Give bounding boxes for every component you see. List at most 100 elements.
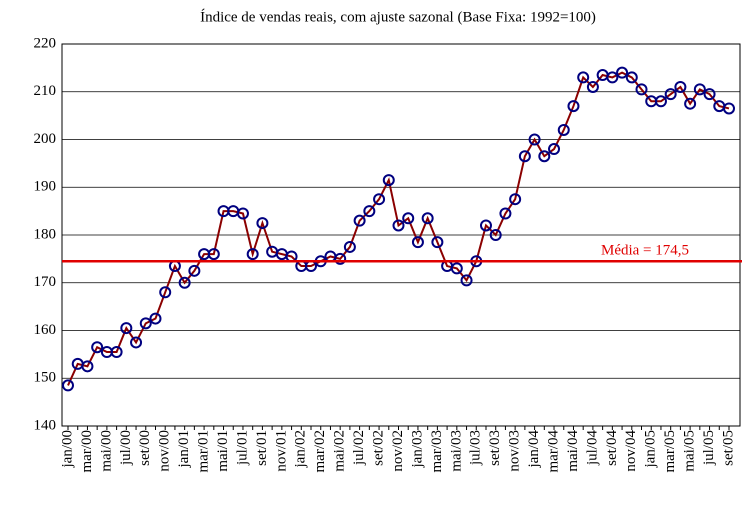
y-tick-label: 160 xyxy=(34,322,57,338)
x-tick-label: jan/00 xyxy=(59,430,75,469)
x-tick-label: jul/02 xyxy=(351,430,367,466)
data-point xyxy=(635,83,648,96)
data-point xyxy=(149,312,162,325)
data-point xyxy=(577,71,590,84)
data-point xyxy=(334,252,347,265)
data-point xyxy=(693,83,706,96)
data-point xyxy=(557,123,570,136)
data-point xyxy=(91,341,104,354)
x-tick-label: nov/02 xyxy=(390,430,406,472)
data-point xyxy=(586,80,599,93)
data-point xyxy=(538,150,551,163)
x-tick-label: jan/05 xyxy=(643,430,659,469)
data-point xyxy=(256,217,269,230)
chart-title: Índice de vendas reais, com ajuste sazon… xyxy=(200,8,596,25)
x-tick-label: jul/04 xyxy=(584,430,600,467)
x-tick-label: nov/01 xyxy=(273,430,289,472)
data-point xyxy=(723,102,735,115)
data-point xyxy=(489,229,502,241)
x-tick-label: jan/03 xyxy=(409,430,425,469)
x-tick-label: nov/03 xyxy=(507,430,523,472)
data-point xyxy=(528,133,541,146)
data-point xyxy=(421,212,434,225)
x-tick-label: mai/05 xyxy=(682,430,698,472)
data-point xyxy=(110,345,123,358)
mean-label: Média = 174,5 xyxy=(601,243,689,259)
data-point xyxy=(382,174,395,187)
x-tick-label: set/02 xyxy=(370,430,386,466)
x-tick-label: jul/00 xyxy=(118,430,134,466)
x-tick-label: mai/03 xyxy=(448,430,464,472)
data-point xyxy=(703,88,716,101)
data-point xyxy=(363,205,376,218)
data-point xyxy=(159,286,172,299)
data-point xyxy=(606,71,619,84)
x-tick-label: jul/05 xyxy=(701,430,717,466)
data-point xyxy=(207,248,220,261)
data-point xyxy=(548,143,561,156)
data-point xyxy=(402,212,415,225)
y-tick-label: 180 xyxy=(34,226,57,242)
data-point xyxy=(460,274,473,287)
y-tick-label: 210 xyxy=(34,83,57,99)
x-tick-label: set/05 xyxy=(720,430,736,466)
y-tick-label: 140 xyxy=(34,417,57,433)
data-point xyxy=(236,207,249,220)
data-point xyxy=(625,71,638,84)
x-tick-label: jan/01 xyxy=(176,430,192,469)
data-line xyxy=(67,71,730,386)
x-tick-label: mar/01 xyxy=(196,430,212,473)
x-tick-label: set/00 xyxy=(137,430,153,466)
x-tick-label: mar/05 xyxy=(662,430,678,473)
data-point xyxy=(654,95,667,108)
x-tick-label: jul/03 xyxy=(468,430,484,466)
y-tick-label: 190 xyxy=(34,179,57,195)
data-point xyxy=(130,336,143,349)
data-point xyxy=(518,150,531,163)
data-point xyxy=(509,193,522,206)
x-tick-label: nov/00 xyxy=(157,430,173,472)
x-tick-label: mai/04 xyxy=(565,430,581,472)
data-point xyxy=(188,264,201,277)
x-tick-label: jan/04 xyxy=(526,430,542,469)
y-tick-label: 150 xyxy=(34,370,57,386)
data-point xyxy=(353,214,366,227)
x-tick-label: mar/02 xyxy=(312,430,328,473)
x-tick-label: nov/04 xyxy=(623,430,639,472)
x-tick-label: mar/03 xyxy=(429,430,445,473)
data-point xyxy=(567,100,580,113)
data-point xyxy=(431,236,444,249)
x-tick-label: mai/00 xyxy=(98,430,114,472)
data-point xyxy=(139,317,152,330)
data-point xyxy=(120,322,133,335)
y-tick-label: 200 xyxy=(34,131,57,147)
data-point xyxy=(62,379,74,392)
data-point xyxy=(81,360,94,373)
plot-frame xyxy=(61,43,741,427)
x-tick-label: set/01 xyxy=(254,430,270,466)
x-tick-label: mar/00 xyxy=(79,430,95,473)
data-point xyxy=(343,240,356,253)
data-point xyxy=(684,97,697,110)
y-tick-label: 220 xyxy=(34,35,57,51)
data-point xyxy=(674,80,687,93)
x-tick-label: set/04 xyxy=(604,430,620,466)
x-tick-label: jan/02 xyxy=(293,430,309,469)
data-point xyxy=(411,236,424,249)
x-tick-label: set/03 xyxy=(487,430,503,466)
data-point xyxy=(373,193,386,206)
x-tick-label: mai/01 xyxy=(215,430,231,472)
x-tick-label: mar/04 xyxy=(545,430,561,473)
data-point xyxy=(664,88,677,101)
y-tick-label: 170 xyxy=(34,274,57,290)
x-tick-label: mai/02 xyxy=(332,430,348,472)
data-point xyxy=(450,262,463,275)
data-point xyxy=(499,207,512,220)
data-point xyxy=(178,276,191,289)
data-point xyxy=(479,219,492,232)
data-point xyxy=(246,248,259,261)
data-point xyxy=(392,219,405,232)
data-point xyxy=(616,66,629,79)
x-tick-label: jul/01 xyxy=(234,430,250,466)
